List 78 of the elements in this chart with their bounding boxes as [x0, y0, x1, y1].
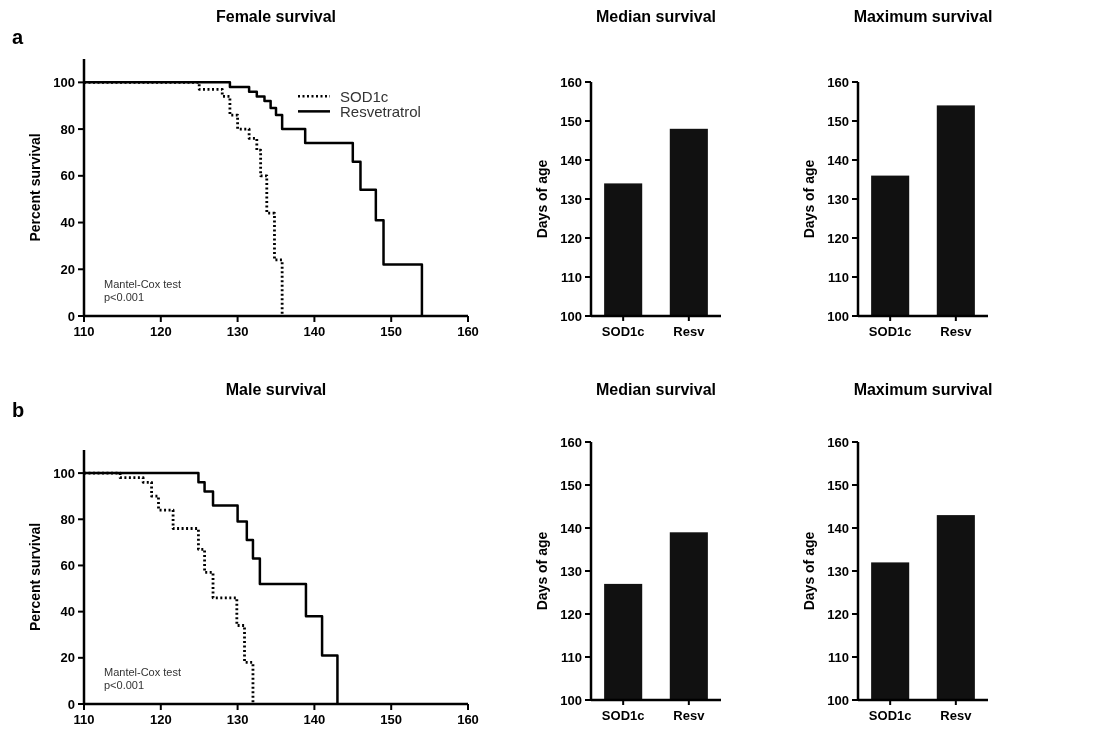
y-tick-label: 160 [827, 74, 849, 90]
y-tick-label: 40 [60, 604, 75, 620]
y-tick-label: 100 [827, 692, 849, 708]
y-tick-label: 160 [560, 74, 582, 90]
annotation: Mantel-Cox test [104, 666, 182, 678]
y-axis-title: Percent survival [27, 522, 43, 632]
y-tick-label: 110 [828, 649, 849, 665]
annotation: p<0.001 [104, 679, 145, 691]
x-tick-label: 140 [303, 324, 326, 339]
x-tick-label: 120 [149, 712, 172, 727]
y-tick-label: 130 [560, 191, 582, 207]
chart-title: Median survival [595, 381, 717, 398]
y-tick-label: 140 [827, 520, 849, 536]
chart-title: Maximum survival [853, 8, 993, 25]
y-tick-label: 20 [60, 650, 75, 666]
x-tick-label: SOD1c [868, 708, 912, 723]
text: b [12, 399, 25, 421]
y-tick-label: 0 [67, 696, 75, 712]
x-tick-label: 120 [149, 324, 172, 339]
y-tick-label: 160 [827, 434, 849, 450]
annotation: p<0.001 [104, 291, 145, 303]
y-tick-label: 110 [561, 269, 582, 285]
y-axis-title: Percent survival [27, 133, 43, 242]
y-axis-title: Days of age [801, 159, 817, 239]
y-tick-label: 120 [560, 606, 582, 622]
legend-label: Resvetratrol [340, 102, 421, 120]
y-tick-label: 80 [60, 121, 75, 137]
y-axis-title: Days of age [534, 159, 550, 239]
x-tick-label: 130 [226, 324, 249, 339]
chart-title: Median survival [595, 8, 717, 25]
y-tick-label: 100 [560, 308, 582, 324]
chart-title: Male survival [225, 381, 327, 398]
x-tick-label: 140 [303, 712, 326, 727]
y-tick-label: 120 [560, 230, 582, 246]
x-tick-label: 160 [457, 324, 479, 339]
y-tick-label: 0 [67, 308, 75, 324]
x-tick-label: 160 [457, 712, 479, 727]
y-tick-label: 140 [560, 152, 582, 168]
y-tick-label: 160 [560, 434, 582, 450]
x-tick-label: Resv [940, 324, 973, 339]
y-axis-title: Days of age [801, 531, 817, 611]
y-tick-label: 100 [827, 308, 849, 324]
y-tick-label: 150 [827, 113, 849, 129]
x-tick-label: 130 [226, 712, 249, 727]
y-tick-label: 110 [561, 649, 582, 665]
y-tick-label: 60 [60, 558, 75, 573]
y-tick-label: 120 [827, 606, 849, 622]
chart-title: Maximum survival [853, 381, 993, 398]
x-tick-label: SOD1c [601, 324, 645, 339]
y-tick-label: 150 [560, 477, 582, 493]
annotation: Mantel-Cox test [104, 278, 182, 290]
y-axis-title: Days of age [534, 531, 550, 611]
y-tick-label: 130 [827, 563, 849, 579]
y-tick-label: 150 [560, 113, 582, 129]
x-tick-label: 150 [380, 712, 403, 727]
x-tick-label: Resv [940, 708, 973, 723]
y-tick-label: 40 [60, 215, 75, 231]
y-tick-label: 100 [53, 465, 75, 481]
y-tick-label: 140 [560, 520, 582, 536]
legend-label: SOD1c [340, 87, 389, 105]
x-tick-label: Resv [673, 324, 706, 339]
y-tick-label: 130 [560, 563, 582, 579]
y-tick-label: 110 [828, 269, 849, 285]
y-tick-label: 150 [827, 477, 849, 493]
y-tick-label: 100 [53, 74, 75, 90]
x-tick-label: SOD1c [601, 708, 645, 723]
y-tick-label: 100 [560, 692, 582, 708]
y-tick-label: 140 [827, 152, 849, 168]
y-tick-label: 130 [827, 191, 849, 207]
y-tick-label: 20 [60, 261, 75, 277]
x-tick-label: Resv [673, 708, 706, 723]
chart-title: Female survival [215, 8, 337, 25]
x-tick-label: SOD1c [868, 324, 912, 339]
text: a [12, 26, 24, 48]
y-tick-label: 120 [827, 230, 849, 246]
y-tick-label: 80 [60, 511, 75, 527]
x-tick-label: 150 [380, 324, 403, 339]
y-tick-label: 60 [60, 168, 75, 184]
